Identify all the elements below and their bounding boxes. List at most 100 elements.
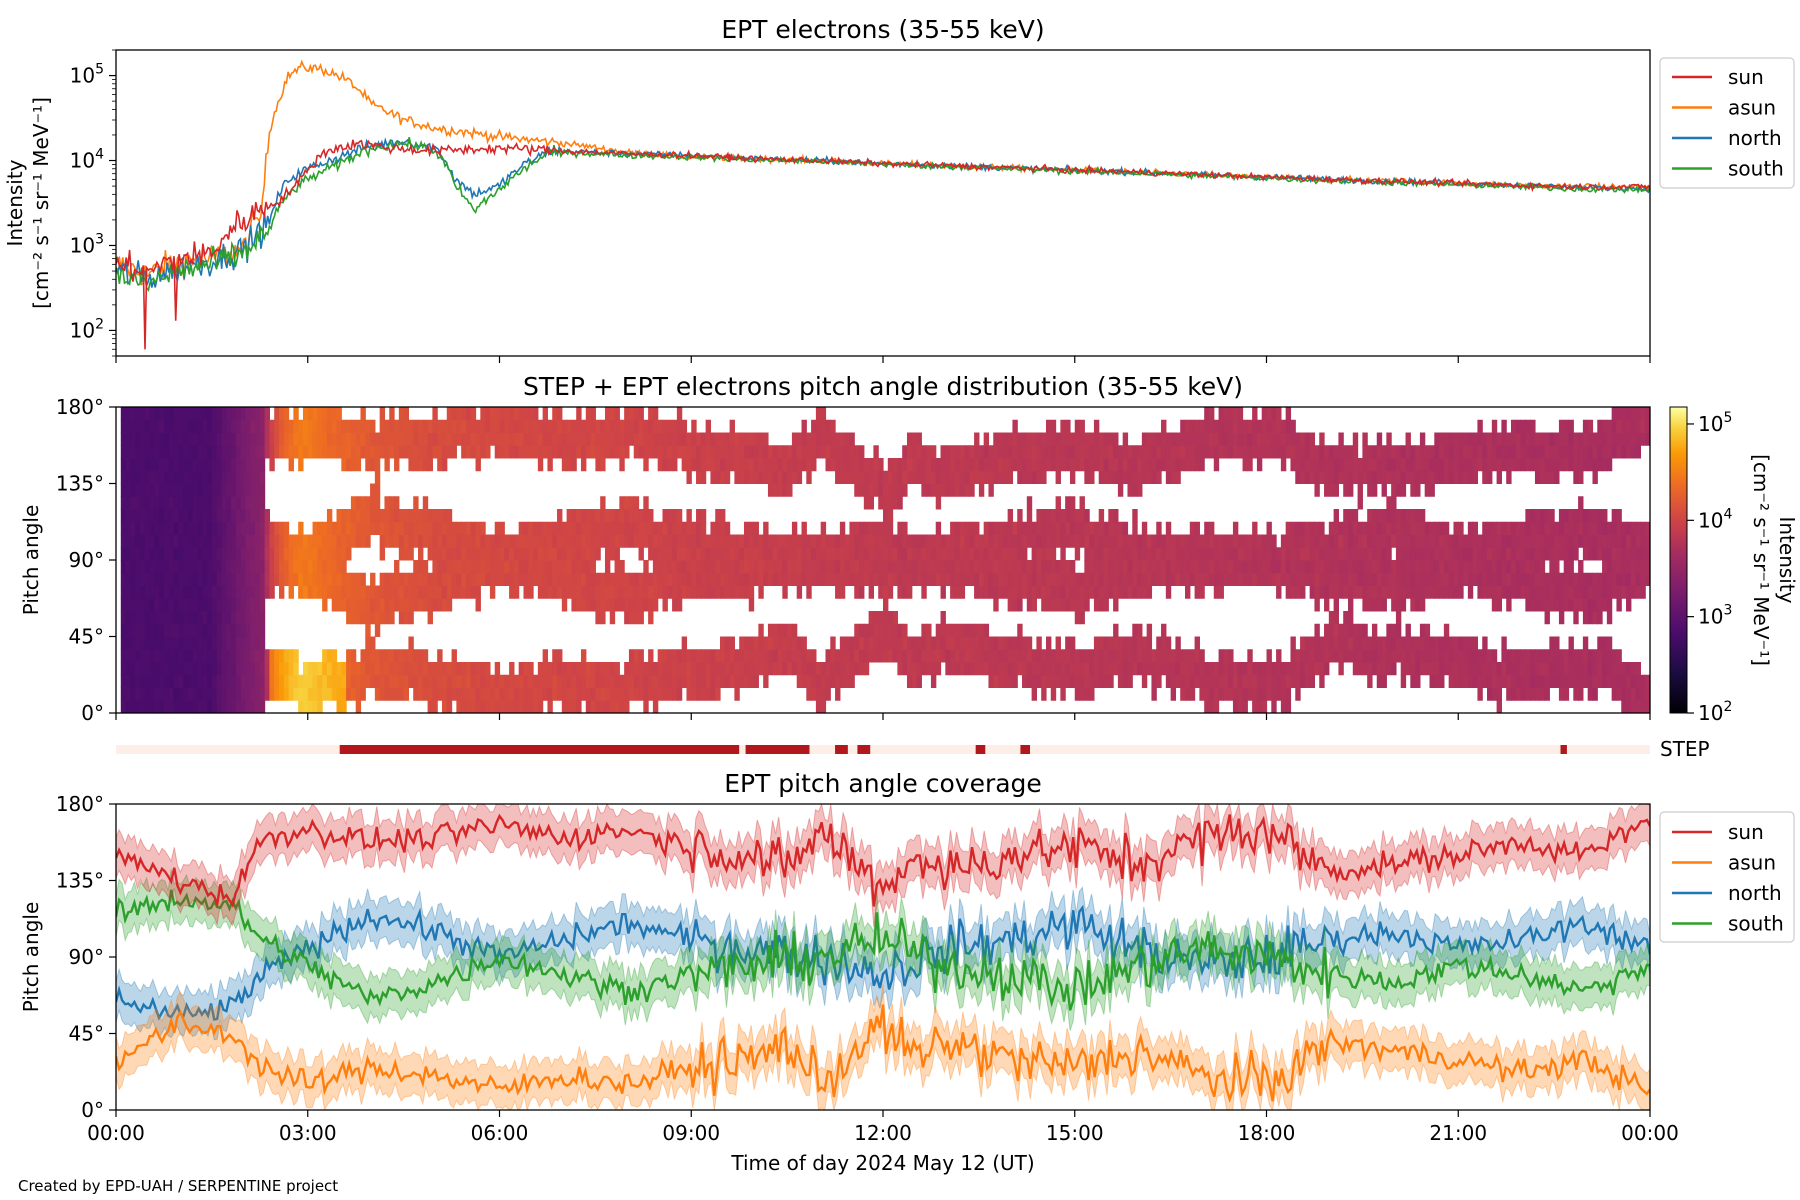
heatmap-cell (1496, 470, 1502, 484)
heatmap-cell (628, 432, 635, 446)
heatmap-cell (480, 445, 486, 459)
heatmap-cell (1170, 547, 1177, 561)
heatmap-cell (1645, 560, 1650, 574)
heatmap-cell (820, 560, 827, 574)
heatmap-cell (1362, 649, 1368, 663)
heatmap-cell (657, 534, 664, 548)
heatmap-cell (135, 674, 141, 688)
heatmap-cell (652, 547, 659, 561)
heatmap-cell (1630, 674, 1637, 688)
heatmap-cell (183, 509, 189, 523)
heatmap-cell (1084, 547, 1090, 561)
heatmap-cell (197, 687, 203, 701)
heatmap-cell (906, 649, 913, 663)
heatmap-cell (475, 598, 481, 612)
heatmap-cell (1232, 572, 1239, 586)
heatmap-cell (1127, 585, 1133, 599)
heatmap-cell (221, 636, 227, 650)
heatmap-cell (221, 445, 227, 459)
heatmap-cell (211, 585, 218, 599)
heatmap-cell (1371, 636, 1378, 650)
heatmap-cell (902, 560, 908, 574)
heatmap-cell (1597, 674, 1603, 688)
heatmap-cell (259, 419, 266, 433)
heatmap-cell (461, 419, 467, 433)
heatmap-cell (1012, 585, 1018, 599)
heatmap-cell (1410, 470, 1416, 484)
heatmap-cell (389, 611, 395, 625)
heatmap-cell (1146, 572, 1153, 586)
heatmap-cell (1031, 674, 1037, 688)
heatmap-cell (1405, 445, 1411, 459)
heatmap-cell (1185, 432, 1191, 446)
heatmap-cell (993, 585, 999, 599)
heatmap-cell (1113, 509, 1119, 523)
heatmap-cell (422, 649, 429, 663)
heatmap-cell (245, 483, 251, 497)
heatmap-cell (1098, 674, 1105, 688)
heatmap-cell (288, 687, 294, 701)
heatmap-cell (1510, 674, 1517, 688)
heatmap-cell (494, 534, 501, 548)
heatmap-cell (379, 662, 386, 676)
heatmap-cell (293, 419, 299, 433)
heatmap-cell (384, 611, 390, 625)
heatmap-cell (547, 521, 553, 535)
heatmap-cell (322, 419, 328, 433)
heatmap-cell (628, 407, 635, 421)
heatmap-cell (1300, 560, 1306, 574)
heatmap-cell (355, 687, 362, 701)
heatmap-cell (518, 407, 525, 421)
heatmap-cell (489, 407, 496, 421)
heatmap-cell (1544, 509, 1550, 523)
heatmap-cell (341, 674, 347, 688)
heatmap-cell (1568, 509, 1574, 523)
heatmap-cell (1482, 649, 1488, 663)
heatmap-cell (211, 407, 218, 421)
heatmap-cell (1415, 470, 1421, 484)
heatmap-cell (207, 432, 213, 446)
heatmap-cell (183, 470, 189, 484)
heatmap-cell (825, 662, 831, 676)
heatmap-cell (1630, 534, 1637, 548)
heatmap-cell (1487, 445, 1493, 459)
heatmap-cell (427, 585, 433, 599)
heatmap-cell (537, 521, 544, 535)
heatmap-cell (1597, 534, 1603, 548)
heatmap-cell (1002, 534, 1009, 548)
heatmap-cell (1127, 470, 1133, 484)
heatmap-cell (863, 496, 870, 510)
heatmap-cell (1530, 509, 1536, 523)
heatmap-cell (590, 407, 596, 421)
heatmap-cell (547, 458, 553, 472)
heatmap-cell (1165, 585, 1172, 599)
heatmap-cell (422, 662, 429, 676)
heatmap-cell (763, 674, 769, 688)
heatmap-cell (1534, 598, 1541, 612)
heatmap-cell (1194, 560, 1200, 574)
heatmap-cell (494, 572, 501, 586)
heatmap-cell (1242, 547, 1248, 561)
heatmap-cell (696, 560, 702, 574)
heatmap-cell (274, 547, 280, 561)
heatmap-cell (1185, 649, 1191, 663)
heatmap-cell (163, 432, 170, 446)
heatmap-cell (777, 534, 783, 548)
heatmap-cell (341, 572, 347, 586)
heatmap-cell (326, 662, 333, 676)
heatmap-cell (312, 700, 318, 713)
heatmap-cell (557, 419, 563, 433)
heatmap-cell (1630, 432, 1637, 446)
heatmap-cell (1228, 649, 1234, 663)
heatmap-cell (1324, 623, 1330, 637)
heatmap-cell (255, 534, 261, 548)
heatmap-cell (1137, 534, 1143, 548)
heatmap-cell (1295, 649, 1301, 663)
heatmap-cell (197, 674, 203, 688)
heatmap-cell (1137, 470, 1143, 484)
heatmap-cell (930, 560, 937, 574)
heatmap-cell (221, 649, 227, 663)
heatmap-cell (1113, 585, 1119, 599)
heatmap-cell (902, 547, 908, 561)
heatmap-cell (878, 623, 884, 637)
